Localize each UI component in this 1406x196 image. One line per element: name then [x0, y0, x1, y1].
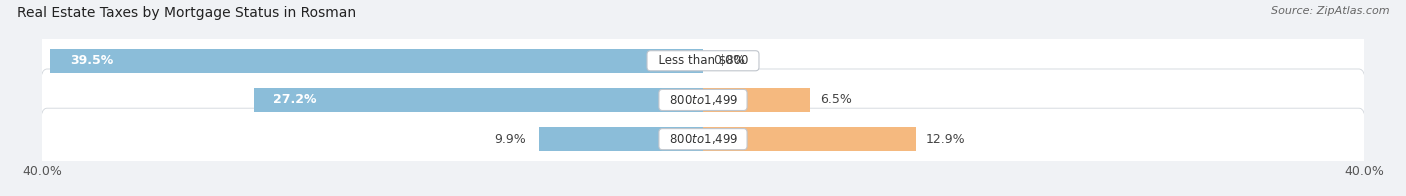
Text: 39.5%: 39.5% [70, 54, 114, 67]
Text: $800 to $1,499: $800 to $1,499 [662, 93, 744, 107]
Text: 9.9%: 9.9% [495, 133, 526, 146]
Bar [703, 88, 810, 112]
Text: Source: ZipAtlas.com: Source: ZipAtlas.com [1271, 6, 1389, 16]
Bar [703, 127, 917, 151]
Text: Less than $800: Less than $800 [651, 54, 755, 67]
Text: 6.5%: 6.5% [820, 93, 852, 106]
FancyBboxPatch shape [41, 30, 1365, 92]
Bar [253, 88, 703, 112]
Text: 0.0%: 0.0% [713, 54, 745, 67]
Text: 27.2%: 27.2% [273, 93, 316, 106]
Text: 12.9%: 12.9% [927, 133, 966, 146]
FancyBboxPatch shape [41, 69, 1365, 131]
Text: $800 to $1,499: $800 to $1,499 [662, 132, 744, 146]
Bar [51, 49, 703, 73]
Bar [540, 127, 703, 151]
Text: Real Estate Taxes by Mortgage Status in Rosman: Real Estate Taxes by Mortgage Status in … [17, 6, 356, 20]
FancyBboxPatch shape [41, 108, 1365, 170]
